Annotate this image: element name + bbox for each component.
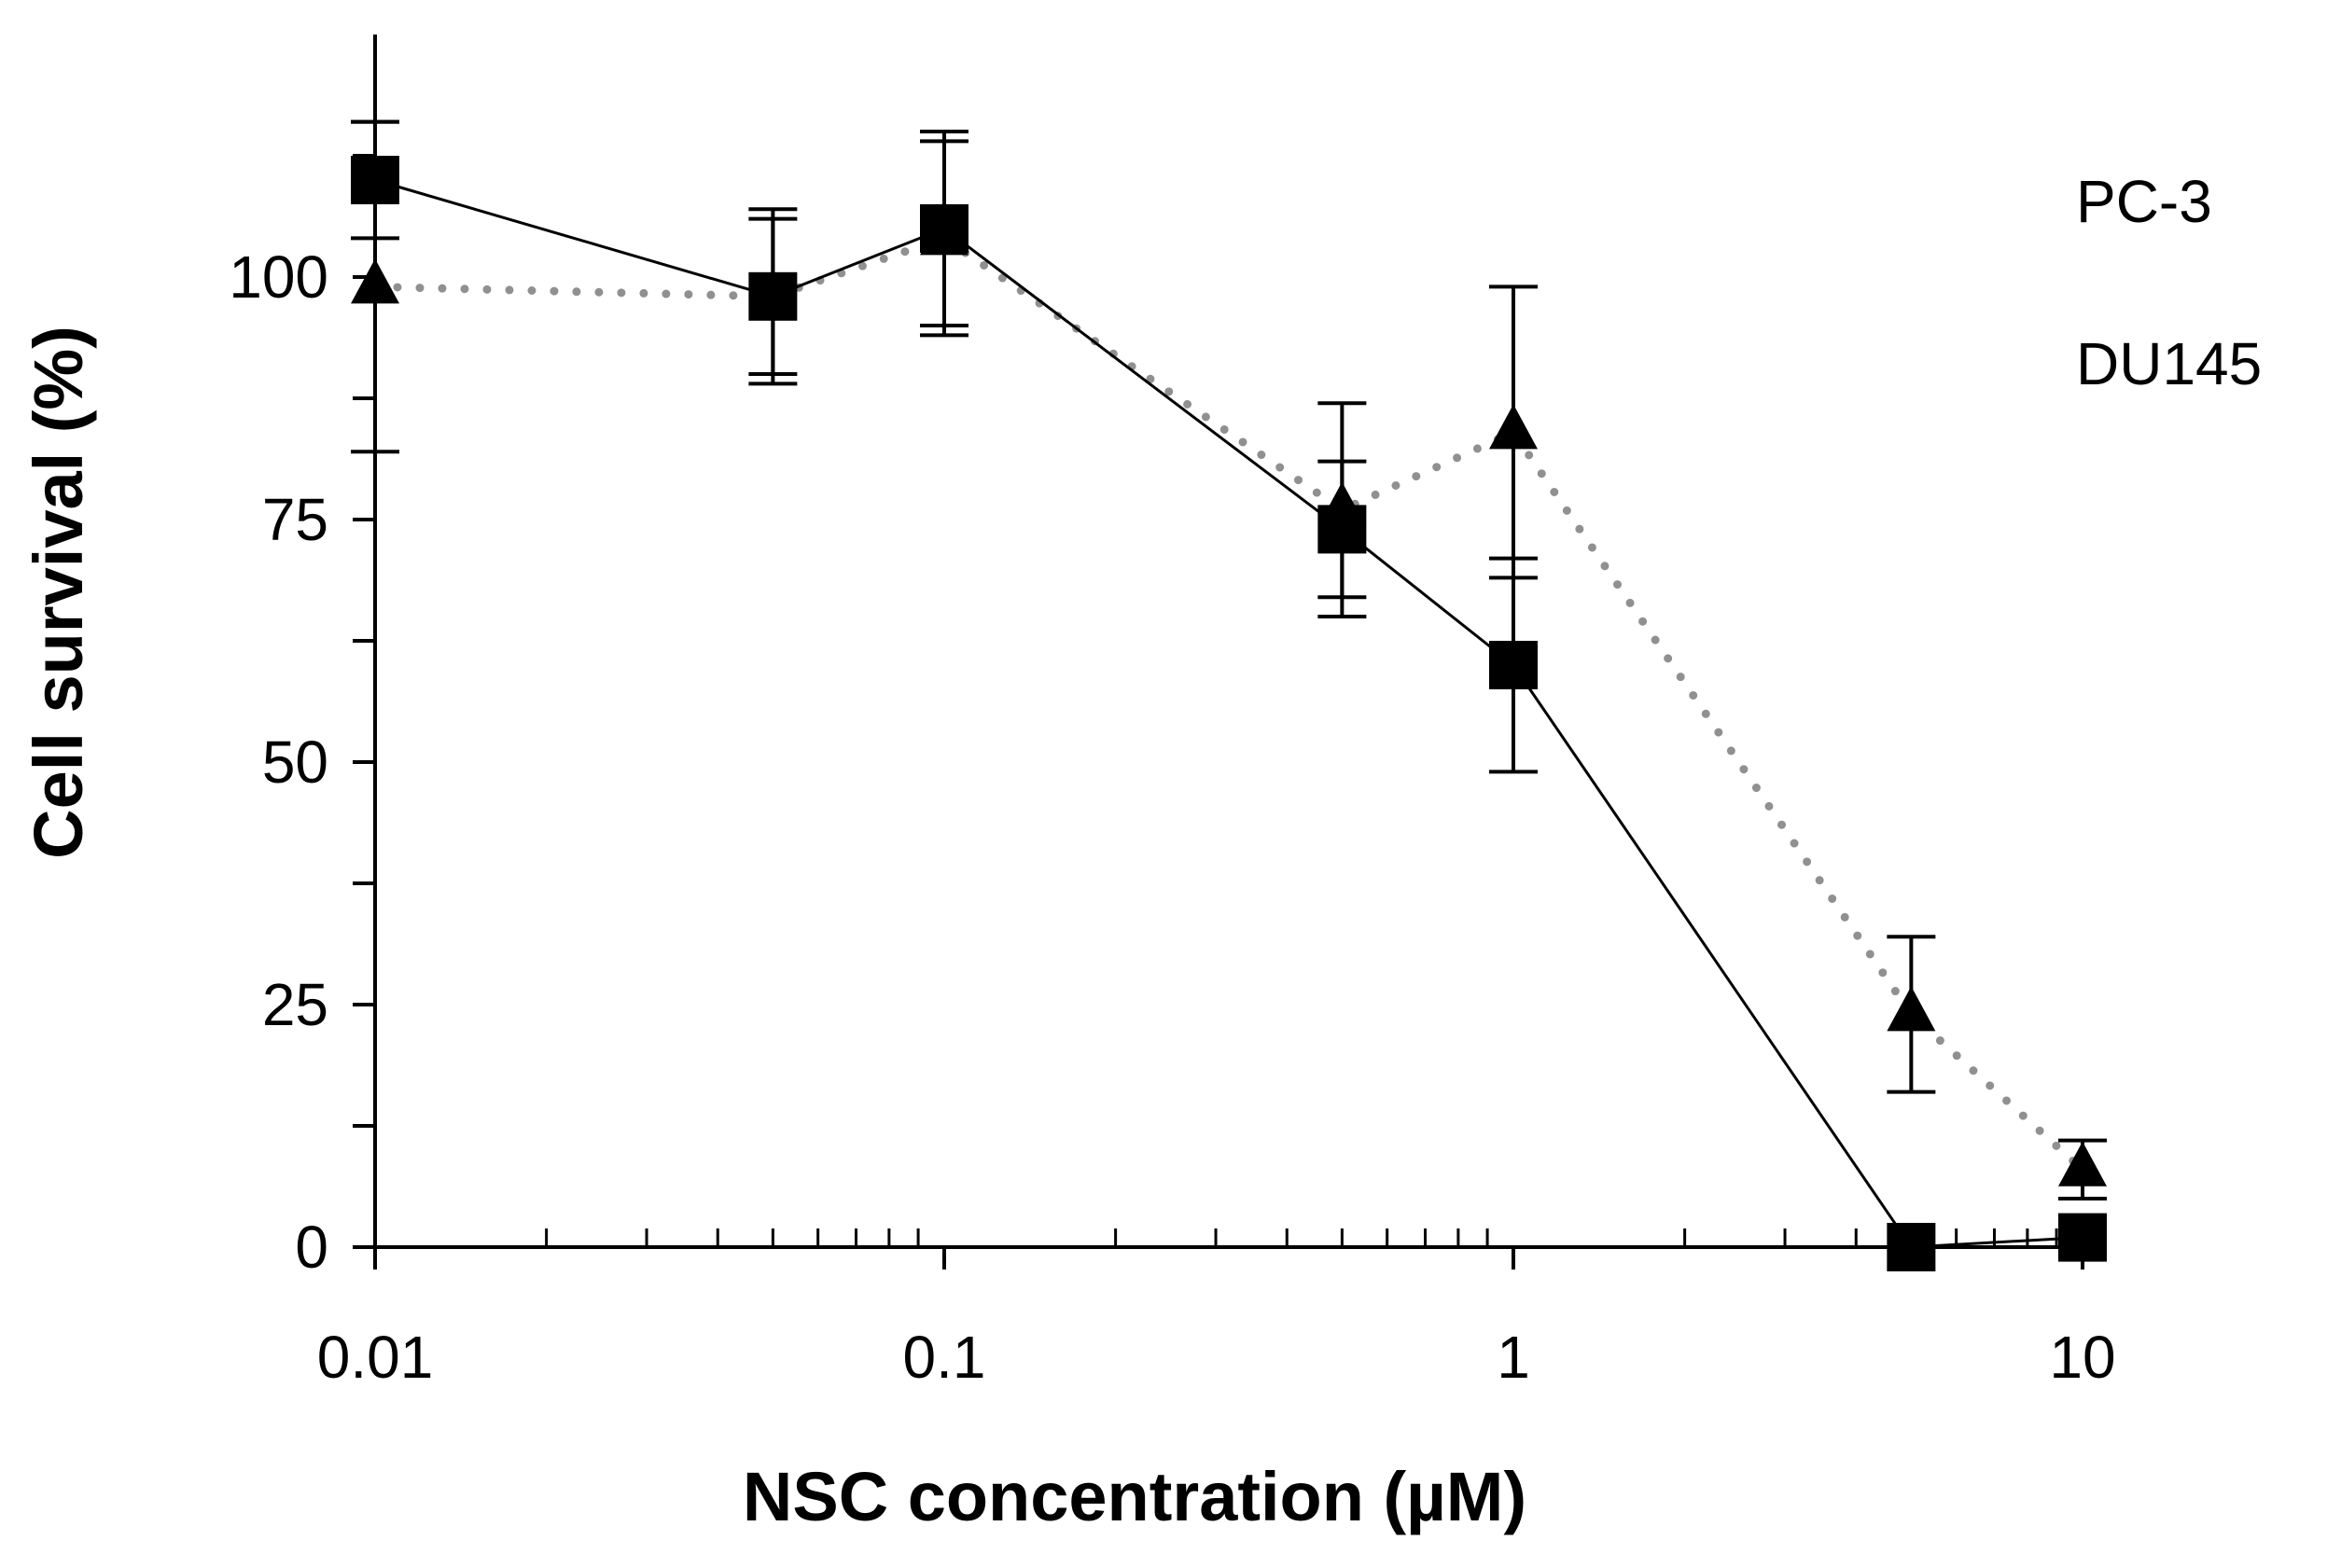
data-point-square (920, 204, 968, 253)
y-tick-label: 75 (262, 486, 328, 553)
data-point-square (351, 156, 399, 204)
legend-label-du145: DU145 (2076, 330, 2262, 397)
y-tick-label: 0 (295, 1214, 328, 1281)
data-point-triangle (1887, 986, 1936, 1032)
data-point-square (748, 271, 798, 321)
series-pc3 (351, 119, 2107, 1271)
x-tick-label: 0.01 (317, 1324, 434, 1391)
y-tick-label: 50 (262, 728, 328, 796)
data-point-triangle (1489, 404, 1538, 450)
x-tick-label: 0.1 (903, 1324, 986, 1391)
data-point-square (1317, 505, 1367, 554)
series-layer (351, 119, 2107, 1271)
data-point-triangle (351, 258, 399, 304)
series-line (374, 178, 2083, 1249)
data-point-triangle (2058, 1141, 2107, 1186)
axes: 0 25 50 75 100 0.01 0.1 1 10 (229, 35, 2116, 1391)
x-tick-label: 10 (2049, 1324, 2115, 1391)
x-axis-title: NSC concentration (µM) (743, 1458, 1526, 1535)
data-point-square (1887, 1223, 1936, 1271)
series-line (370, 233, 2087, 1174)
legend-label-pc3: PC-3 (2076, 168, 2212, 235)
data-point-square (1489, 641, 1538, 689)
series-du145 (351, 119, 2107, 1200)
x-tick-label: 1 (1497, 1324, 1530, 1391)
y-axis-title: Cell survival (%) (20, 326, 97, 859)
y-tick-label: 25 (262, 971, 328, 1038)
data-point-square (2058, 1213, 2107, 1262)
y-tick-label: 100 (229, 243, 328, 311)
